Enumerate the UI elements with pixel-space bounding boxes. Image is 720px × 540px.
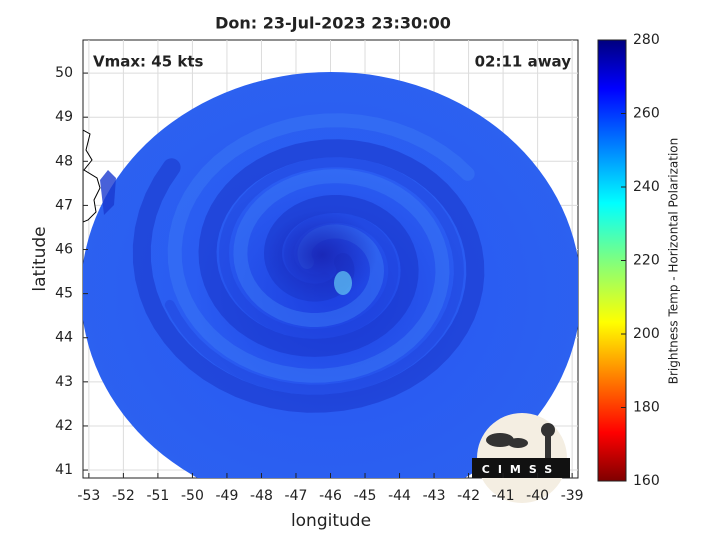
y-tick-label: 47 bbox=[55, 197, 73, 213]
x-tick-label: -41 bbox=[492, 488, 515, 504]
y-tick-label: 41 bbox=[55, 462, 73, 478]
x-tick-label: -51 bbox=[146, 488, 169, 504]
y-tick-label: 43 bbox=[55, 374, 73, 390]
logo: CIMSS bbox=[472, 413, 570, 503]
y-tick-label: 46 bbox=[55, 242, 73, 258]
x-tick-label: -52 bbox=[112, 488, 135, 504]
colorbar-tick-label: 240 bbox=[633, 179, 660, 195]
y-tick-label: 48 bbox=[55, 153, 73, 169]
colorbar-tick-label: 220 bbox=[633, 253, 660, 269]
x-tick-label: -43 bbox=[423, 488, 446, 504]
y-tick-label: 49 bbox=[55, 109, 73, 125]
colorbar-tick-label: 280 bbox=[633, 32, 660, 48]
colorbar-label: Brightness Temp - Horizontal Polarizatio… bbox=[667, 138, 681, 385]
logo-text: CIMSS bbox=[482, 463, 560, 476]
y-axis-label: latitude bbox=[30, 226, 50, 291]
chart-title: Don: 23-Jul-2023 23:30:00 bbox=[215, 14, 451, 33]
x-tick-label: -42 bbox=[457, 488, 480, 504]
x-axis-label: longitude bbox=[291, 511, 371, 531]
x-tick-label: -49 bbox=[216, 488, 239, 504]
x-tick-label: -47 bbox=[285, 488, 308, 504]
colorbar-tick-label: 180 bbox=[633, 400, 660, 416]
colorbar-tick-label: 200 bbox=[633, 326, 660, 342]
x-tick-label: -50 bbox=[181, 488, 204, 504]
y-tick-label: 50 bbox=[55, 65, 73, 81]
x-tick-label: -48 bbox=[250, 488, 273, 504]
x-tick-label: -40 bbox=[526, 488, 549, 504]
y-tick-label: 42 bbox=[55, 418, 73, 434]
colorbar-tick-label: 160 bbox=[633, 473, 660, 489]
y-tick-label: 45 bbox=[55, 286, 73, 302]
annotation: 02:11 away bbox=[475, 53, 572, 71]
y-tick-label: 44 bbox=[55, 330, 73, 346]
x-tick-label: -45 bbox=[354, 488, 377, 504]
satellite-image bbox=[83, 72, 578, 478]
x-tick-label: -46 bbox=[319, 488, 342, 504]
x-tick-label: -39 bbox=[561, 488, 584, 504]
colorbar-tick-label: 260 bbox=[633, 106, 660, 122]
annotation: Vmax: 45 kts bbox=[93, 53, 203, 71]
x-tick-label: -53 bbox=[77, 488, 100, 504]
x-tick-label: -44 bbox=[388, 488, 411, 504]
